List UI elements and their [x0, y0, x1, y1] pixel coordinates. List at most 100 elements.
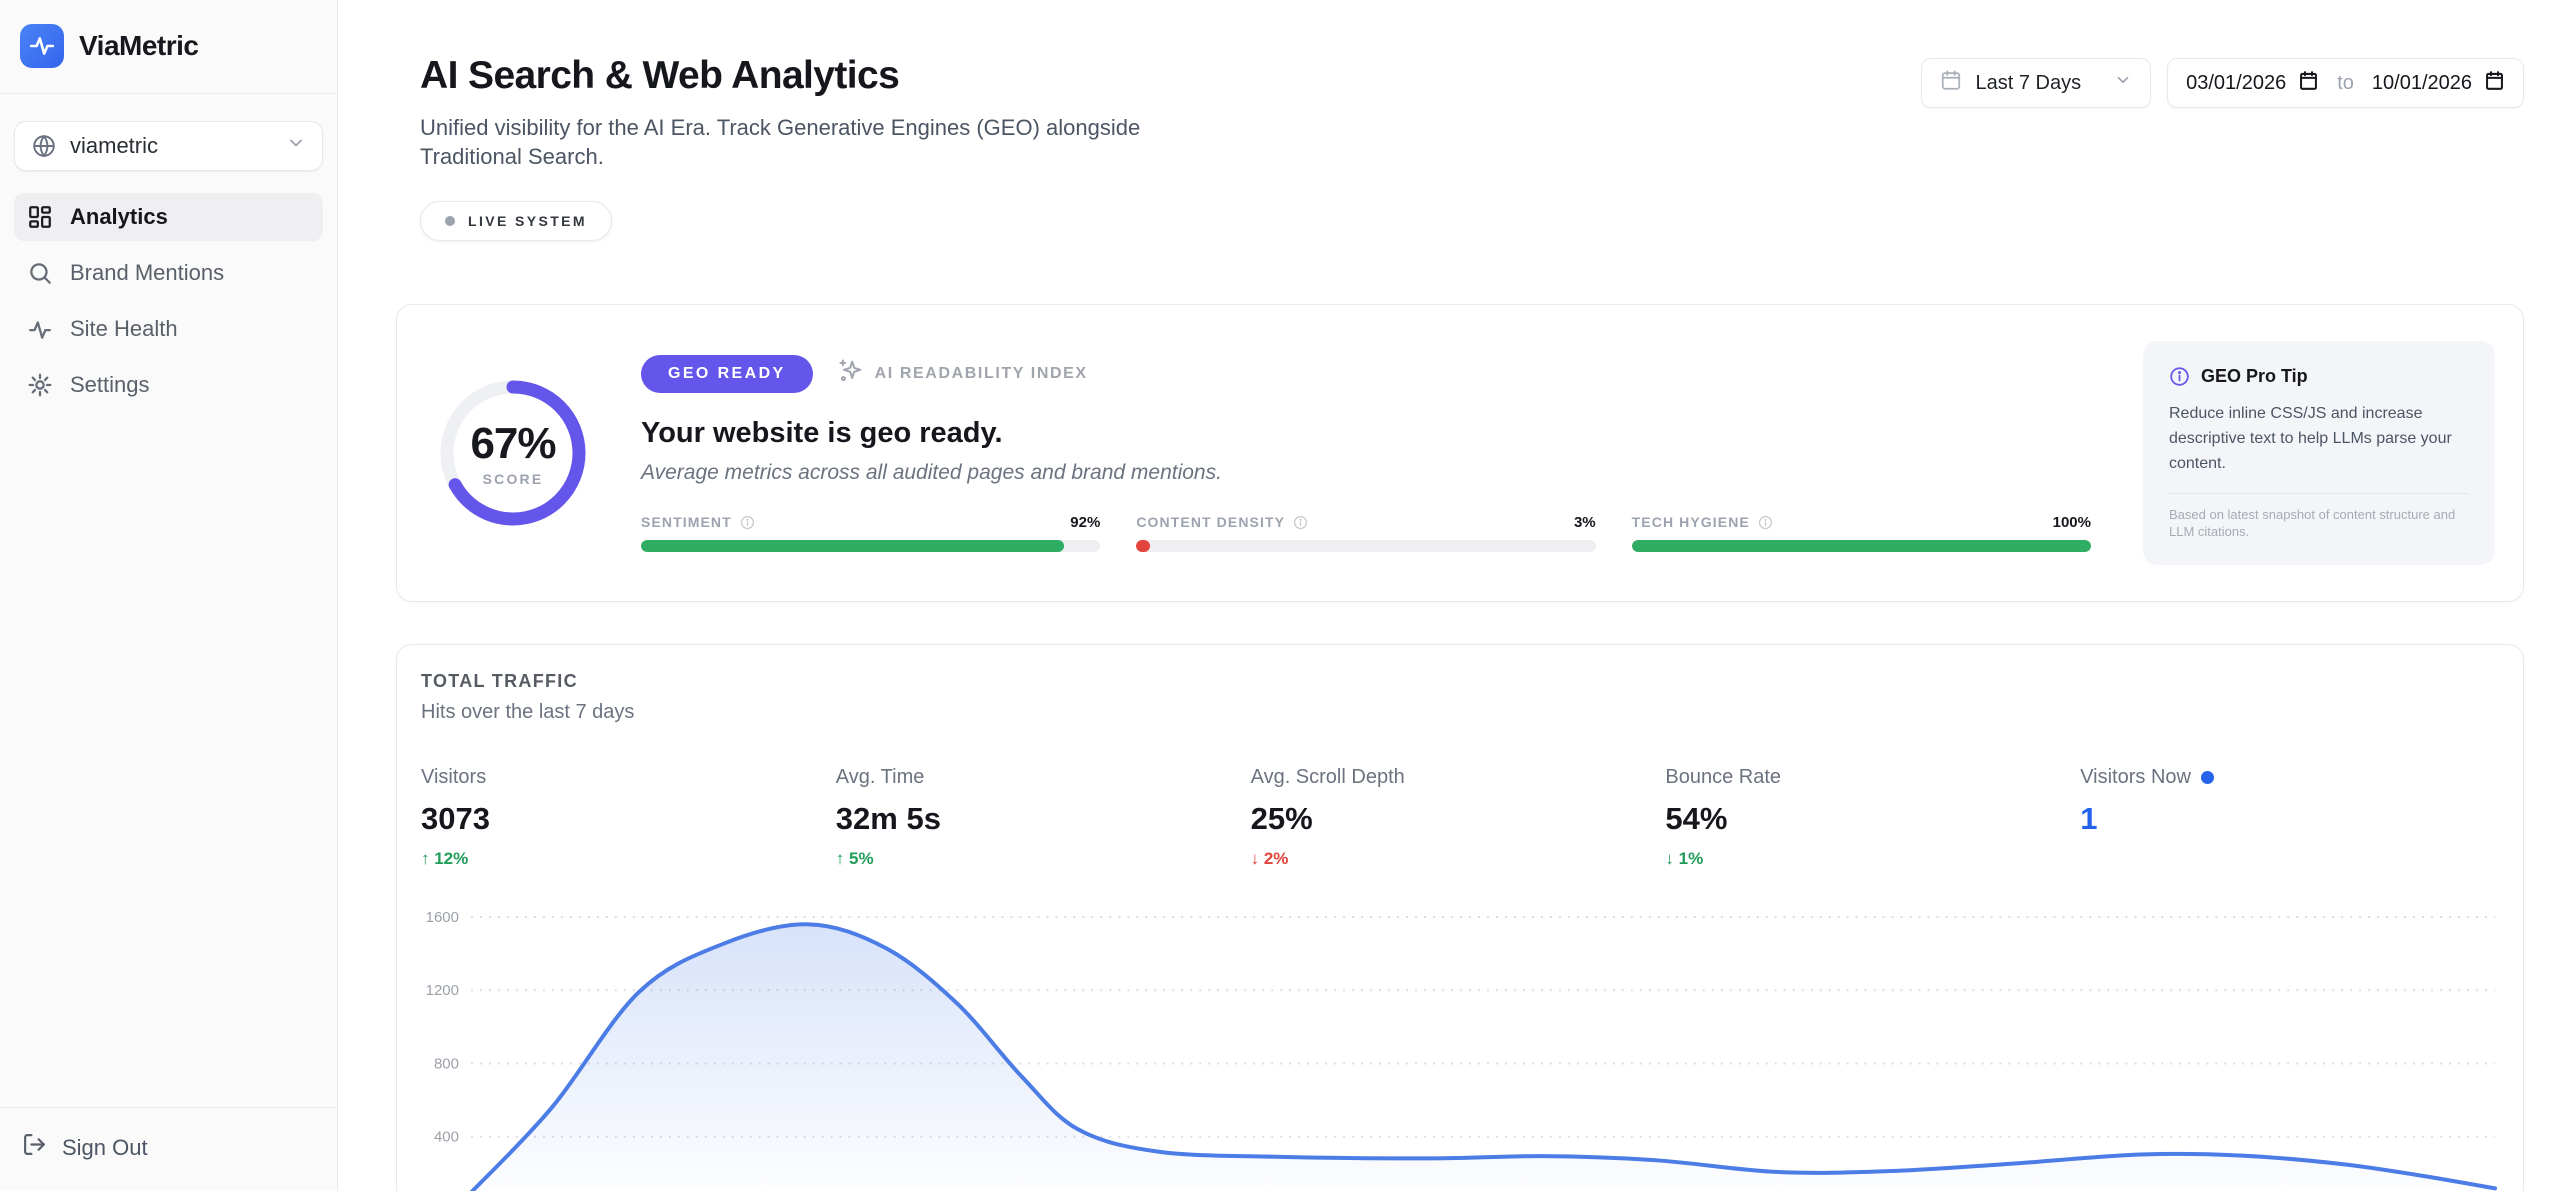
brand: ViaMetric [0, 0, 337, 94]
calendar-icon [1940, 69, 1962, 97]
svg-text:1600: 1600 [426, 909, 459, 926]
page-header-controls: Last 7 Days 03/01/2026 to 10/01/2026 [1921, 58, 2524, 108]
site-selector[interactable]: viametric [14, 121, 323, 171]
sidebar-item-analytics[interactable]: Analytics [14, 193, 323, 241]
date-range-inputs: 03/01/2026 to 10/01/2026 [2167, 58, 2524, 108]
progress-track [641, 539, 1101, 552]
stat-visitors-now: Visitors Now 1 [2080, 766, 2495, 869]
geo-score-value: 67% [470, 419, 556, 468]
ai-readability-label: AI READABILITY INDEX [874, 364, 1088, 382]
metric-label: TECH HYGIENE [1631, 514, 1750, 530]
date-range-value: Last 7 Days [1975, 71, 2082, 94]
stat-avg-scroll-depth: Avg. Scroll Depth 25% ↓ 2% [1251, 766, 1666, 869]
pro-tip-footnote: Based on latest snapshot of content stru… [2169, 507, 2456, 539]
metric-sentiment: SENTIMENT 92% [641, 513, 1101, 552]
pro-tip-body: Reduce inline CSS/JS and increase descri… [2169, 405, 2452, 472]
progress-fill [1136, 539, 1151, 552]
donut-chart [440, 380, 586, 526]
sign-out-label: Sign Out [62, 1134, 148, 1160]
sidebar-item-label: Brand Mentions [70, 260, 225, 285]
donut-center: 67% SCORE [437, 377, 589, 529]
date-from-input[interactable]: 03/01/2026 [2186, 71, 2287, 94]
site-selector-value: viametric [70, 133, 159, 158]
date-range-select[interactable]: Last 7 Days [1921, 58, 2152, 108]
chevron-down-icon [2114, 71, 2132, 95]
traffic-title: TOTAL TRAFFIC [421, 671, 578, 691]
stat-delta: ↓ 1% [1665, 849, 1704, 868]
page-title: AI Search & Web Analytics [420, 54, 900, 97]
stat-label: Bounce Rate [1665, 766, 1782, 788]
stat-visitors: Visitors 3073 ↑ 12% [421, 766, 836, 869]
divider [2169, 493, 2469, 494]
info-circle-icon [2169, 366, 2190, 387]
info-icon[interactable] [1758, 515, 1773, 530]
stat-label: Visitors [421, 766, 487, 788]
brand-name: ViaMetric [79, 30, 199, 61]
svg-text:800: 800 [434, 1055, 459, 1072]
sidebar-item-label: Site Health [70, 316, 178, 341]
date-range-separator: to [2337, 71, 2354, 94]
logout-icon [22, 1132, 47, 1163]
traffic-chart: 040080012001600 [426, 909, 2497, 1191]
stat-label-text: Visitors Now [2080, 766, 2191, 788]
geo-pro-tip-card: GEO Pro Tip Reduce inline CSS/JS and inc… [2143, 341, 2495, 565]
stat-bounce-rate: Bounce Rate 54% ↓ 1% [1665, 766, 2080, 869]
stat-label: Avg. Time [835, 766, 925, 788]
globe-icon [31, 133, 57, 159]
info-icon[interactable] [1293, 515, 1308, 530]
date-to-input[interactable]: 10/01/2026 [2371, 71, 2472, 94]
geo-main: GEO READY AI READABILITY INDEX Your webs… [641, 354, 2091, 552]
live-system-label: LIVE SYSTEM [468, 213, 587, 229]
stat-label: Avg. Scroll Depth [1250, 766, 1405, 788]
stat-value: 1 [2080, 801, 2098, 836]
metric-label: CONTENT DENSITY [1136, 514, 1286, 530]
geo-headline: Your website is geo ready. [641, 416, 1003, 449]
donut-arc [440, 380, 586, 526]
progress-track [1631, 539, 2091, 552]
sidebar: ViaMetric viametric Analytics B [0, 0, 338, 1191]
geo-readiness-card: 67% SCORE GEO READY AI READABILITY INDEX… [396, 304, 2524, 602]
geo-metric-bars: SENTIMENT 92% CONTENT DENSITY [641, 514, 2091, 552]
geo-badge-row: GEO READY AI READABILITY INDEX [641, 354, 2091, 393]
date-picker-icon[interactable] [2484, 70, 2505, 97]
stat-label: Visitors Now [2080, 766, 2495, 789]
metric-tech-hygiene: TECH HYGIENE 100% [1631, 514, 2091, 552]
sidebar-item-label: Settings [70, 372, 150, 397]
geo-score-caption: SCORE [482, 471, 544, 487]
stat-value: 32m 5s [835, 801, 941, 836]
stat-delta: ↑ 5% [835, 849, 874, 868]
sidebar-item-brand-mentions[interactable]: Brand Mentions [14, 249, 323, 297]
live-dot-icon [445, 216, 455, 226]
info-icon[interactable] [740, 515, 755, 530]
sidebar-item-label: Analytics [70, 204, 168, 229]
date-picker-icon[interactable] [2298, 70, 2319, 97]
activity-pulse-icon [27, 316, 53, 342]
page-header: AI Search & Web Analytics Unified visibi… [396, 54, 2524, 241]
svg-text:1200: 1200 [426, 982, 459, 999]
chevron-down-icon [286, 133, 306, 159]
sign-out-button[interactable]: Sign Out [0, 1107, 337, 1191]
stat-value: 54% [1665, 801, 1728, 836]
live-visitors-dot-icon [2200, 771, 2214, 784]
geo-score-donut: 67% SCORE [437, 377, 589, 529]
metric-label: SENTIMENT [641, 514, 732, 530]
gear-icon [27, 372, 53, 398]
stat-avg-time: Avg. Time 32m 5s ↑ 5% [836, 766, 1251, 869]
progress-track [1136, 539, 1596, 552]
progress-fill [641, 539, 1064, 552]
sparkles-icon [837, 357, 865, 390]
stat-value: 3073 [421, 801, 490, 836]
total-traffic-card: TOTAL TRAFFIC Hits over the last 7 days … [396, 644, 2524, 1191]
progress-fill [1631, 539, 2091, 552]
sidebar-item-site-health[interactable]: Site Health [14, 305, 323, 353]
sidebar-item-settings[interactable]: Settings [14, 361, 323, 409]
metric-value: 92% [1070, 513, 1101, 531]
traffic-stats-row: Visitors 3073 ↑ 12% Avg. Time 32m 5s ↑ 5… [421, 766, 2495, 869]
traffic-chart-area: 040080012001600 [421, 899, 2497, 1191]
sidebar-nav: Analytics Brand Mentions Site Health Set… [14, 193, 323, 409]
dashboard-grid-icon [27, 204, 53, 230]
page-subtitle: Unified visibility for the AI Era. Track… [420, 115, 1141, 169]
geo-ready-badge: GEO READY [641, 354, 813, 393]
live-system-badge: LIVE SYSTEM [420, 201, 612, 241]
